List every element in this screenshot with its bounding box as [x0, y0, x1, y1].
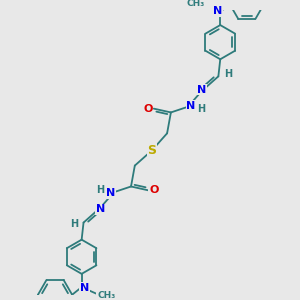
Text: O: O [149, 185, 158, 195]
Text: H: H [70, 220, 78, 230]
Text: H: H [224, 70, 232, 80]
Text: N: N [96, 204, 105, 214]
Text: CH₃: CH₃ [186, 0, 205, 8]
Text: N: N [213, 6, 222, 16]
Text: H: H [197, 103, 205, 114]
Text: N: N [186, 101, 196, 111]
Text: O: O [143, 103, 153, 114]
Text: N: N [106, 188, 116, 198]
Text: N: N [196, 85, 206, 94]
Text: S: S [147, 144, 156, 157]
Text: H: H [97, 185, 105, 195]
Text: N: N [80, 283, 89, 293]
Text: CH₃: CH₃ [97, 291, 116, 300]
